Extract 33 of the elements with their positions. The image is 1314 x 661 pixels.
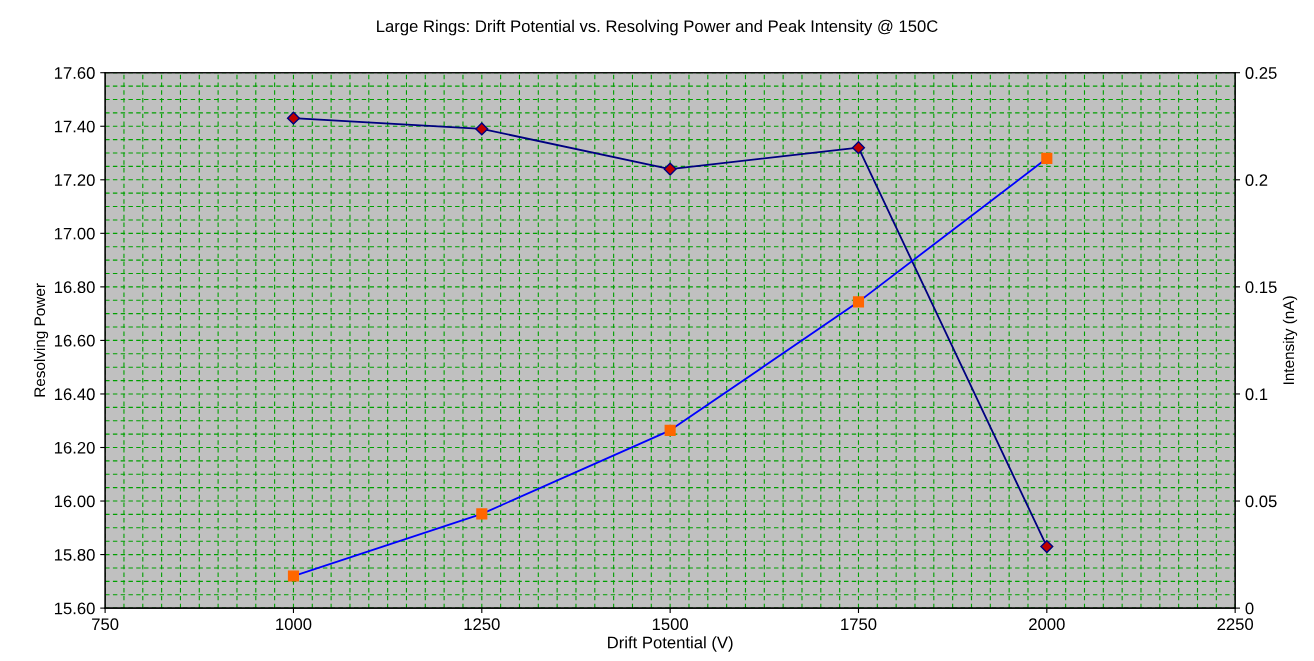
point (663, 162, 677, 176)
x-tick-label: 1750 (841, 618, 877, 631)
y-tick-label: 17.60 (54, 67, 95, 79)
point (286, 111, 301, 125)
x-tick-label: 2250 (1217, 618, 1254, 631)
y-tick-label: 16.80 (54, 281, 95, 294)
y-tick-label: 17.20 (54, 174, 95, 186)
x-tick-label: 1000 (276, 618, 312, 631)
x-axis-title: Drift Potential (V) (608, 636, 733, 652)
y2-tick-label: 0.1 (1245, 388, 1268, 401)
y2-tick-label: 0.25 (1245, 67, 1277, 79)
y-tick-label: 16.20 (54, 441, 95, 454)
y2-tick-label: 0 (1245, 602, 1254, 615)
y-axis-title: Resolving Power (33, 283, 49, 397)
y-tick-label: 16.60 (54, 334, 95, 347)
point (851, 141, 866, 155)
y-tick-label: 16.00 (54, 495, 95, 508)
y-tick-label: 17.00 (54, 227, 95, 240)
y-tick-label: 17.40 (54, 120, 95, 133)
x-tick-label: 2000 (1029, 618, 1065, 631)
y-tick-label: 15.80 (54, 548, 95, 561)
x-tick-label: 1500 (652, 618, 689, 631)
point (475, 122, 489, 136)
y2-tick-label: 0.05 (1245, 495, 1277, 508)
x-tick-label: 750 (92, 618, 119, 631)
point (1040, 539, 1054, 554)
y2-tick-label: 0.2 (1245, 174, 1268, 186)
x-tick-label: 1250 (464, 618, 500, 631)
y-tick-label: 15.60 (54, 602, 95, 615)
chart-title: Large Rings: Drift Potential vs. Resolving Power and Peak Intensity @ 150C (377, 19, 938, 36)
y2-tick-label: 0.15 (1245, 281, 1277, 294)
y-tick-label: 16.40 (54, 388, 95, 401)
y2-axis-title: Intensity (nA) (1282, 296, 1298, 384)
